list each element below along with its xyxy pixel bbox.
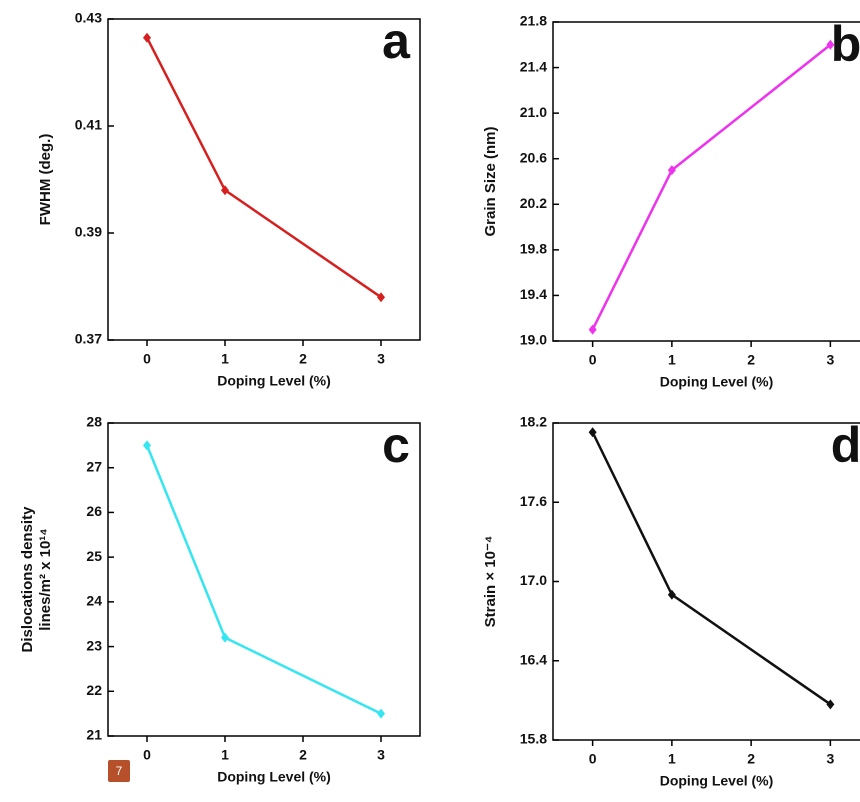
y-axis-label: Strain × 10⁻⁴ [482,536,499,628]
x-tick-label: 1 [668,352,676,368]
y-tick-label: 19.8 [520,241,547,257]
x-tick-label: 1 [221,351,229,367]
plot-frame [107,422,421,737]
y-tick-label: 24 [86,593,102,609]
y-axis-label: lines/m² x 10¹⁴ [37,528,54,630]
y-tick-label: 21.0 [520,104,547,120]
x-axis-label: Doping Level (%) [217,769,331,785]
y-tick-label: 20.2 [520,195,547,211]
x-axis-label: Doping Level (%) [217,373,331,389]
x-tick-label: 0 [143,747,151,763]
y-tick-label: 19.0 [520,332,547,348]
x-tick-label: 0 [143,351,151,367]
y-tick-label: 18.2 [520,414,547,430]
x-axis-label: Doping Level (%) [660,374,774,390]
page-badge: 7 [108,760,130,782]
data-line [591,431,832,706]
x-tick-label: 0 [589,751,597,767]
x-tick-label: 2 [299,747,307,763]
data-point [377,292,385,303]
x-tick-label: 2 [747,352,755,368]
y-tick-label: 15.8 [520,731,547,747]
y-tick-label: 26 [86,503,102,519]
data-point [377,708,385,719]
x-tick-label: 3 [826,352,834,368]
data-point [143,32,151,43]
data-point [826,699,835,710]
y-tick-label: 22 [86,682,102,698]
x-tick-label: 1 [221,747,229,763]
panel-letter: d [831,417,860,473]
x-tick-label: 0 [589,352,597,368]
x-axis-label: Doping Level (%) [660,773,774,789]
data-point [221,632,229,643]
y-axis-label: Grain Size (nm) [482,126,499,236]
data-line [591,43,832,331]
y-tick-label: 23 [86,637,102,653]
x-tick-label: 2 [299,351,307,367]
x-tick-label: 3 [377,747,385,763]
y-tick-label: 21.4 [520,58,547,74]
y-tick-label: 25 [86,548,102,564]
x-tick-label: 3 [826,751,834,767]
y-tick-label: 0.37 [75,331,102,347]
y-tick-label: 19.4 [520,286,547,302]
y-tick-label: 27 [86,458,102,474]
data-point [667,589,676,600]
y-tick-label: 16.4 [520,651,547,667]
y-tick-label: 21.8 [520,13,547,29]
y-tick-label: 0.43 [75,10,102,26]
y-axis-label: FWHM (deg.) [37,134,54,226]
y-tick-label: 21 [86,727,102,743]
y-tick-label: 17.0 [520,572,547,588]
plot-frame [552,21,860,342]
panel-letter: b [831,16,860,72]
data-point [221,185,229,196]
data-point [588,427,597,438]
x-tick-label: 2 [747,751,755,767]
y-tick-label: 20.6 [520,149,547,165]
y-axis-label: Dislocations density [19,506,36,653]
data-point [143,440,151,451]
panel-letter: c [382,417,410,473]
data-point [667,165,676,176]
y-tick-label: 0.39 [75,224,102,240]
y-tick-label: 17.6 [520,493,547,509]
data-point [826,39,835,50]
data-line [145,444,382,715]
x-tick-label: 1 [668,751,676,767]
plot-frame [107,18,421,341]
data-line [145,37,382,299]
y-tick-label: 0.41 [75,117,102,133]
y-tick-label: 28 [86,414,102,430]
panel-letter: a [382,13,411,69]
data-point [588,324,597,335]
x-tick-label: 3 [377,351,385,367]
